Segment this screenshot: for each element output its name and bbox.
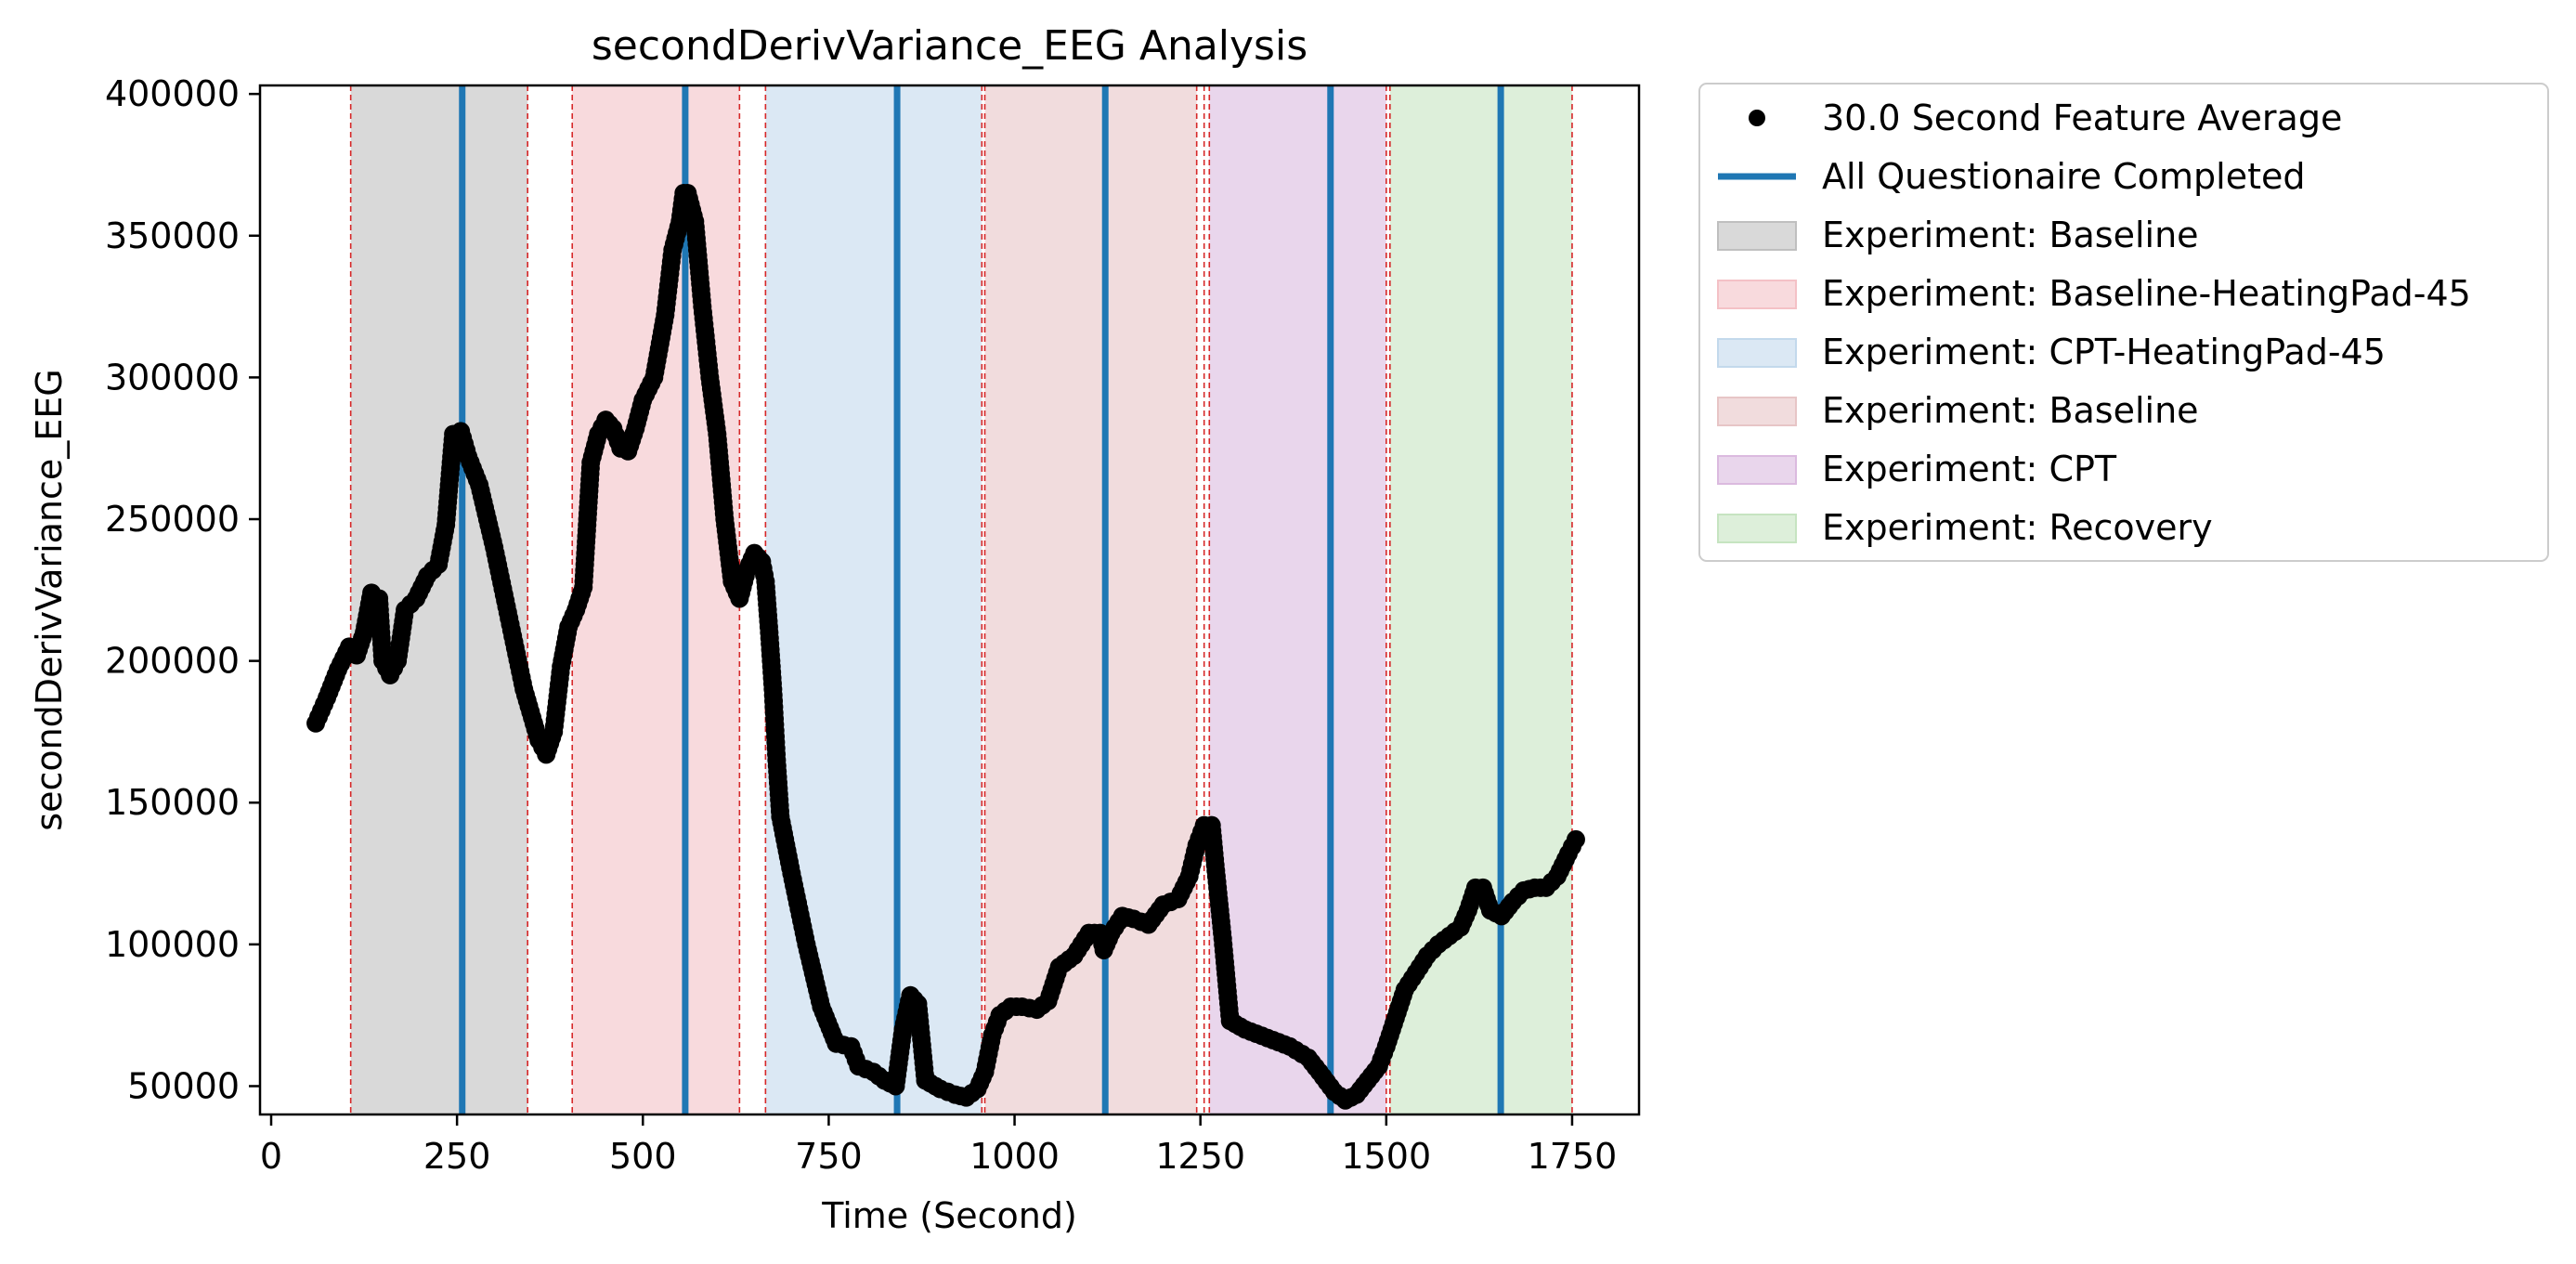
- x-tick-label: 1250: [1155, 1136, 1245, 1177]
- legend-patch-icon: [1717, 397, 1797, 426]
- y-axis-label: secondDerivVariance_EEG: [29, 369, 70, 830]
- x-tick-label: 1500: [1341, 1136, 1431, 1177]
- x-axis-label: Time (Second): [821, 1195, 1077, 1236]
- experiment-region: [984, 85, 1197, 1114]
- y-tick-label: 150000: [105, 782, 240, 823]
- experiment-region: [1389, 85, 1572, 1114]
- legend-patch-icon: [1717, 455, 1797, 485]
- y-tick-label: 300000: [105, 357, 240, 397]
- y-tick-label: 200000: [105, 641, 240, 682]
- legend: 30.0 Second Feature Average All Questiona…: [1698, 83, 2549, 562]
- y-tick-label: 50000: [127, 1065, 240, 1106]
- legend-box: [1698, 83, 2549, 562]
- legend-label: Experiment: Baseline: [1822, 215, 2199, 255]
- feature-average-points: [306, 183, 1585, 1110]
- legend-label: Experiment: CPT-HeatingPad-45: [1822, 332, 2386, 372]
- experiment-regions: [350, 85, 1572, 1114]
- legend-label: Experiment: CPT: [1822, 449, 2117, 489]
- legend-patch-icon: [1717, 514, 1797, 543]
- y-axis-ticks: 50000 100000 150000 200000 250000 300000 35000…: [105, 73, 260, 1106]
- legend-label: Experiment: Recovery: [1822, 507, 2213, 548]
- experiment-boundaries: [349, 85, 1573, 1114]
- x-axis-ticks: 0 250 500 750 1000 1250 1500 1750: [260, 1114, 1617, 1177]
- legend-patch-icon: [1717, 338, 1797, 368]
- x-tick-label: 1000: [969, 1136, 1060, 1177]
- legend-label: Experiment: Baseline: [1822, 390, 2199, 431]
- legend-label: 30.0 Second Feature Average: [1822, 98, 2342, 138]
- legend-marker-icon: [1749, 110, 1765, 126]
- x-tick-label: 0: [260, 1136, 282, 1177]
- legend-patch-icon: [1717, 221, 1797, 251]
- experiment-region: [572, 85, 740, 1114]
- experiment-region: [765, 85, 982, 1114]
- chart-title: secondDerivVariance_EEG Analysis: [592, 22, 1308, 70]
- legend-label: All Questionaire Completed: [1822, 156, 2306, 197]
- y-tick-label: 400000: [105, 73, 240, 114]
- legend-patch-icon: [1717, 280, 1797, 309]
- x-tick-label: 1750: [1528, 1136, 1618, 1177]
- x-tick-label: 750: [795, 1136, 863, 1177]
- legend-label: Experiment: Baseline-HeatingPad-45: [1822, 273, 2471, 314]
- experiment-region: [1209, 85, 1386, 1114]
- plot-frame: [258, 84, 1641, 1116]
- feature-average-point: [1566, 829, 1585, 849]
- y-tick-label: 250000: [105, 499, 240, 540]
- x-tick-label: 500: [609, 1136, 677, 1177]
- y-tick-label: 100000: [105, 924, 240, 965]
- y-tick-label: 350000: [105, 215, 240, 256]
- x-tick-label: 250: [423, 1136, 491, 1177]
